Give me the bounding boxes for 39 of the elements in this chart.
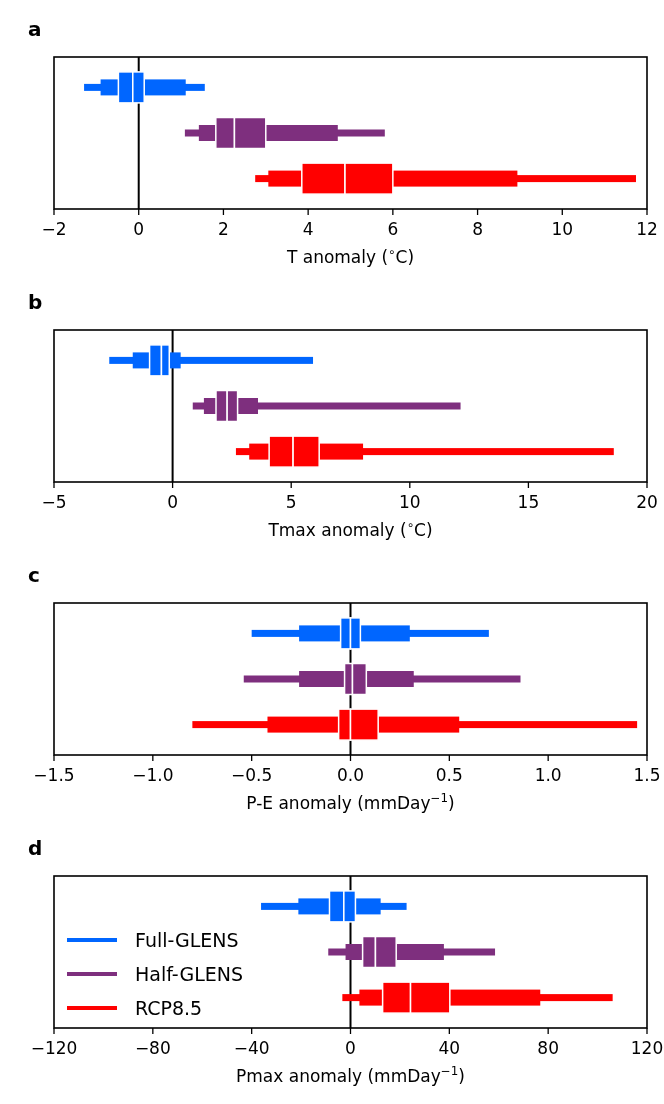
legend-label: RCP8.5 xyxy=(135,997,203,1019)
x-tick-label: 6 xyxy=(387,219,399,239)
x-tick-label: −80 xyxy=(134,1038,171,1058)
x-tick-label: 0 xyxy=(133,219,145,239)
x-tick-label: −1.5 xyxy=(33,765,75,785)
x-tick-label: 1.5 xyxy=(633,765,661,785)
x-tick-label: 120 xyxy=(630,1038,664,1058)
x-tick-label: 0 xyxy=(345,1038,356,1058)
chart-title: d xyxy=(28,836,43,860)
x-axis-title: Tmax anomaly ($^{∘}$C) xyxy=(267,518,433,540)
x-tick-label: 1.0 xyxy=(534,765,562,785)
x-tick-label: 0 xyxy=(167,492,179,512)
x-tick-label: 5 xyxy=(285,492,297,512)
x-tick-label: −1.0 xyxy=(132,765,174,785)
x-tick-label: 10 xyxy=(398,492,421,512)
x-tick-label: 0.0 xyxy=(336,765,365,785)
x-tick-label: 4 xyxy=(302,219,314,239)
x-tick-label: 20 xyxy=(636,492,658,512)
legend-label: Full-GLENS xyxy=(135,929,239,951)
x-tick-label: 10 xyxy=(551,219,574,239)
chart-title: b xyxy=(28,290,43,314)
x-tick-label: −5 xyxy=(41,492,67,512)
x-tick-label: −120 xyxy=(30,1038,78,1058)
x-tick-label: 2 xyxy=(218,219,229,239)
x-tick-label: 15 xyxy=(517,492,540,512)
x-tick-label: 40 xyxy=(438,1038,461,1058)
x-tick-label: −2 xyxy=(41,219,67,239)
x-tick-label: 12 xyxy=(636,219,658,239)
legend-label: Half-GLENS xyxy=(135,963,243,985)
chart-title: c xyxy=(28,563,40,587)
x-axis-title: P-E anomaly (mmDay$^{−1}$) xyxy=(246,791,455,813)
x-tick-label: −40 xyxy=(233,1038,270,1058)
x-tick-label: −0.5 xyxy=(231,765,273,785)
x-axis-title: Pmax anomaly (mmDay$^{−1}$) xyxy=(236,1064,465,1086)
x-tick-label: 8 xyxy=(472,219,483,239)
x-tick-label: 80 xyxy=(537,1038,559,1058)
x-tick-label: 0.5 xyxy=(435,765,463,785)
x-axis-title: T anomaly ($^{∘}$C) xyxy=(285,245,415,267)
chart-title: a xyxy=(28,17,42,41)
